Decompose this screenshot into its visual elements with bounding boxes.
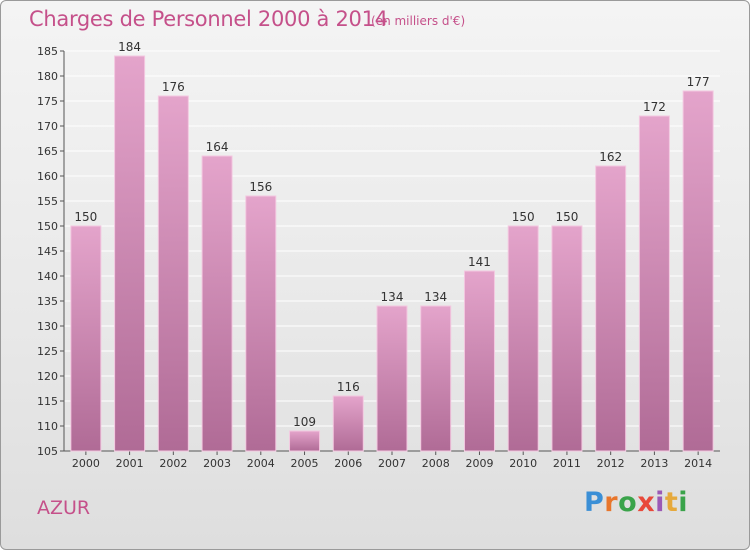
bar-2006 xyxy=(332,395,364,452)
y-tick-label: 125 xyxy=(37,345,58,358)
data-label-2001: 184 xyxy=(118,40,141,54)
logo-letter: t xyxy=(664,487,679,518)
y-tick-label: 185 xyxy=(37,45,58,58)
y-tick-label: 180 xyxy=(37,70,58,83)
y-tick-label: 120 xyxy=(37,370,58,383)
data-label-2004: 156 xyxy=(249,180,272,194)
x-tick-label-2014: 2014 xyxy=(684,457,712,470)
x-tick-label-2004: 2004 xyxy=(247,457,275,470)
x-tick-label-2002: 2002 xyxy=(159,457,187,470)
x-tick-label-2000: 2000 xyxy=(72,457,100,470)
x-tick-label-2012: 2012 xyxy=(597,457,625,470)
logo-letter: i xyxy=(678,487,689,518)
bar-2000 xyxy=(70,225,102,452)
y-tick-label: 130 xyxy=(37,320,58,333)
x-tick-label-2003: 2003 xyxy=(203,457,231,470)
data-label-2014: 177 xyxy=(687,75,710,89)
data-label-2002: 176 xyxy=(162,80,185,94)
logo-letter: x xyxy=(637,487,656,518)
chart-subtitle: (en milliers d'€) xyxy=(371,14,466,28)
bars xyxy=(70,55,714,452)
bar-2010 xyxy=(507,225,539,452)
y-tick-label: 150 xyxy=(37,220,58,233)
bar-2009 xyxy=(463,270,495,452)
logo-letter: i xyxy=(655,487,665,518)
data-labels: 150 184 176 164 156 109 116 134 134 141 150 150 162 1… xyxy=(74,40,709,429)
y-tick-label: 140 xyxy=(37,270,58,283)
bar-2005 xyxy=(289,430,321,452)
x-tick-label-2001: 2001 xyxy=(116,457,144,470)
y-tick-labels: 105 110 115 120 125 130 135 140 145 150 155 160 165 1… xyxy=(37,45,58,458)
bar-2012 xyxy=(595,165,627,452)
y-tick-label: 115 xyxy=(37,395,58,408)
logo-letter: P xyxy=(584,487,605,518)
bar-2011 xyxy=(551,225,583,452)
bar-2001 xyxy=(114,55,146,452)
data-label-2013: 172 xyxy=(643,100,666,114)
data-label-2005: 109 xyxy=(293,415,316,429)
data-label-2006: 116 xyxy=(337,380,360,394)
bar-2003 xyxy=(201,155,233,452)
entity-name: AZUR xyxy=(37,497,91,519)
x-tick-labels: 2000 2001 2002 2003 2004 2005 2006 2007 2008 2009… xyxy=(72,457,712,470)
y-tick-label: 110 xyxy=(37,420,58,433)
y-tick-label: 165 xyxy=(37,145,58,158)
x-tick-label-2011: 2011 xyxy=(553,457,581,470)
data-label-2007: 134 xyxy=(381,290,404,304)
data-label-2003: 164 xyxy=(206,140,229,154)
chart-title: Charges de Personnel 2000 à 2014 xyxy=(29,7,388,31)
y-tick-label: 175 xyxy=(37,95,58,108)
x-tick-label-2006: 2006 xyxy=(334,457,362,470)
bar-2002 xyxy=(157,95,189,452)
logo-letter: r xyxy=(604,487,619,518)
y-tick-label: 160 xyxy=(37,170,58,183)
x-tick-label-2007: 2007 xyxy=(378,457,406,470)
x-tick-label-2009: 2009 xyxy=(465,457,493,470)
logo-letter: o xyxy=(618,487,638,518)
bar-2013 xyxy=(638,115,670,452)
x-tick-label-2013: 2013 xyxy=(640,457,668,470)
y-tick-label: 145 xyxy=(37,245,58,258)
bar-2004 xyxy=(245,195,277,452)
y-tick-label: 105 xyxy=(37,445,58,458)
data-label-2010: 150 xyxy=(512,210,535,224)
y-tick-label: 170 xyxy=(37,120,58,133)
y-tick-label: 155 xyxy=(37,195,58,208)
data-label-2012: 162 xyxy=(599,150,622,164)
data-label-2009: 141 xyxy=(468,255,491,269)
x-tick-label-2005: 2005 xyxy=(291,457,319,470)
data-label-2008: 134 xyxy=(424,290,447,304)
bar-2008 xyxy=(420,305,452,452)
y-tick-label: 135 xyxy=(37,295,58,308)
x-tick-label-2010: 2010 xyxy=(509,457,537,470)
data-label-2000: 150 xyxy=(74,210,97,224)
bar-2007 xyxy=(376,305,408,452)
data-label-2011: 150 xyxy=(555,210,578,224)
bar-2014 xyxy=(682,90,714,452)
x-tick-label-2008: 2008 xyxy=(422,457,450,470)
proxiti-logo: Proxiti xyxy=(584,487,688,518)
